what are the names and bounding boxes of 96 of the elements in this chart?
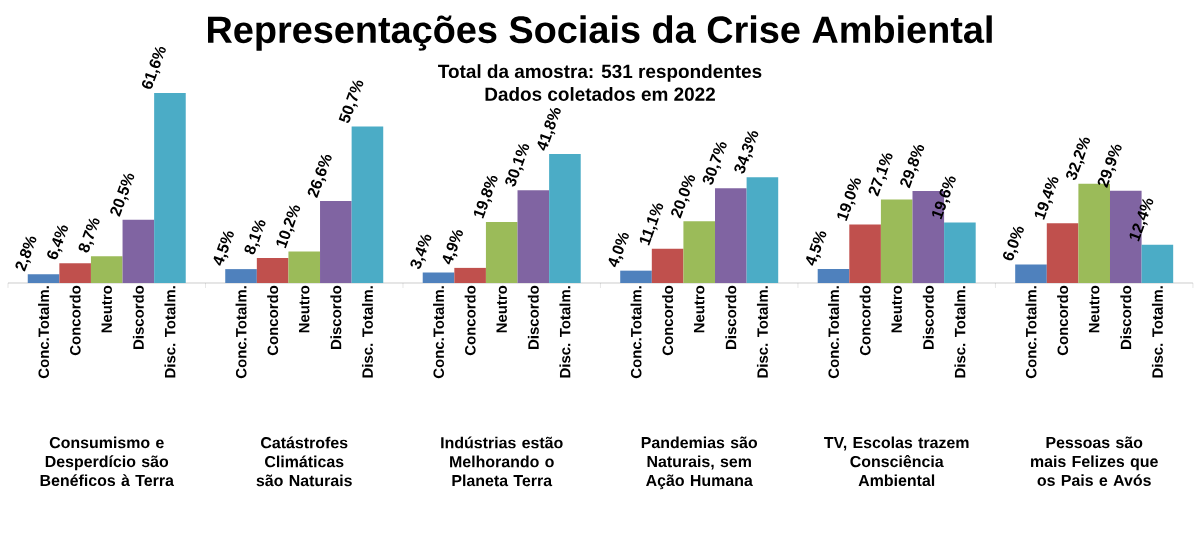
bar — [549, 154, 581, 283]
bar — [320, 200, 352, 283]
data-label: 19,8% — [473, 175, 498, 219]
text: Concordo — [69, 285, 81, 356]
data-label: 6,0% — [1003, 226, 1024, 261]
bar — [1046, 223, 1079, 283]
text: Neutro — [694, 285, 705, 333]
text: Concordo — [859, 285, 871, 356]
data-label: 34,3% — [734, 131, 759, 174]
text: Neutro — [496, 285, 507, 333]
data-label: 41,8% — [537, 107, 561, 151]
bar — [225, 269, 257, 283]
data-label: 8,7% — [78, 218, 100, 253]
bar — [944, 222, 976, 283]
bar — [59, 263, 91, 283]
data-label: 11,1% — [639, 203, 664, 246]
data-label: 29,8% — [900, 145, 925, 189]
data-label: 29,9% — [1097, 144, 1122, 188]
data-label: 4,0% — [608, 232, 629, 268]
text: Neutro — [891, 285, 902, 333]
bar — [651, 248, 684, 283]
x-tick-label: Pessoas são mais Felizes que os Pais e Avós — [1031, 436, 1158, 487]
text: Neutro — [299, 285, 310, 333]
data-label: 8,1% — [244, 220, 266, 255]
bar — [256, 258, 289, 283]
data-label: 4,5% — [213, 231, 234, 266]
text: Disc. Totalm. — [164, 286, 176, 378]
data-label: 4,9% — [442, 230, 463, 265]
text: Conc.Totalm. — [828, 286, 839, 379]
data-label: 32,2% — [1066, 137, 1091, 181]
bar — [849, 224, 881, 283]
data-label: 30,1% — [505, 144, 530, 187]
data-label: 30,7% — [702, 142, 727, 185]
data-label: 61,6% — [141, 46, 166, 89]
bar — [90, 256, 123, 283]
bar — [715, 188, 747, 283]
data-label: 6,4% — [47, 225, 68, 260]
data-label: 12,4% — [1129, 198, 1154, 242]
annotation: Dados coletados em 2022 — [485, 87, 715, 101]
bar — [351, 126, 384, 283]
bar — [1141, 244, 1174, 283]
bar — [683, 221, 716, 283]
data-label: 4,5% — [806, 231, 827, 266]
text: Concordo — [1057, 285, 1069, 356]
data-label: 27,1% — [868, 153, 893, 197]
bar — [122, 219, 155, 283]
bar — [817, 269, 850, 283]
bar — [422, 272, 455, 283]
bar — [454, 267, 486, 283]
x-tick-label: TV, Escolas trazem Consciência Ambiental — [824, 436, 969, 487]
text: Conc.Totalm. — [630, 286, 642, 379]
data-label: 50,7% — [338, 80, 364, 123]
bar — [620, 270, 652, 283]
x-tick-label: Consumismo e Desperdício são Benéficos à Terra — [40, 436, 175, 487]
text: Discordo — [330, 285, 342, 349]
text: Conc.Totalm. — [235, 286, 247, 379]
data-label: 19,6% — [932, 176, 956, 220]
x-tick-label: Catástrofes Climáticas são Naturais — [256, 436, 352, 487]
text: Conc.Totalm. — [433, 286, 445, 379]
bar — [154, 93, 186, 283]
text: Neutro — [101, 285, 112, 333]
text: Concordo — [662, 285, 674, 356]
text: Concordo — [267, 285, 279, 356]
text: Discordo — [1120, 285, 1132, 349]
text: Discordo — [922, 285, 934, 349]
text: Discordo — [725, 285, 737, 349]
text: Conc.Totalm. — [1025, 286, 1037, 379]
data-label: 19,0% — [837, 178, 861, 222]
bar — [485, 221, 518, 283]
bar — [27, 274, 60, 283]
text: Neutro — [1088, 285, 1100, 333]
bar — [746, 177, 779, 283]
text: Disc. Totalm. — [1151, 286, 1163, 378]
x-tick-label: Indústrias estão Melhorando o Planeta Terra — [441, 436, 563, 487]
text: Concordo — [464, 285, 476, 356]
text: Discordo — [527, 285, 539, 349]
x-tick-label: Pandemias são Naturais, sem Ação Humana — [641, 436, 758, 490]
text: Discordo — [132, 285, 144, 349]
data-label: 19,4% — [1034, 177, 1059, 220]
chart-title: Representações Sociais da Crise Ambiental — [208, 15, 992, 51]
bar — [517, 190, 550, 283]
text: Disc. Totalm. — [954, 286, 966, 378]
bar — [1015, 264, 1047, 283]
data-label: 20,0% — [671, 175, 696, 219]
chart-subtitle: Total da amostra: 531 respondentes — [438, 64, 762, 82]
text: Disc. Totalm. — [361, 286, 373, 378]
bar — [880, 199, 913, 283]
data-label: 20,5% — [110, 173, 135, 217]
text: Disc. Totalm. — [756, 286, 768, 378]
text: Disc. Totalm. — [559, 286, 571, 378]
data-label: 10,2% — [276, 205, 301, 249]
data-label: 2,8% — [15, 236, 37, 272]
data-label: 3,4% — [410, 234, 432, 269]
text: Conc.Totalm. — [38, 286, 50, 379]
data-label: 26,6% — [307, 154, 332, 199]
bar — [288, 251, 321, 283]
